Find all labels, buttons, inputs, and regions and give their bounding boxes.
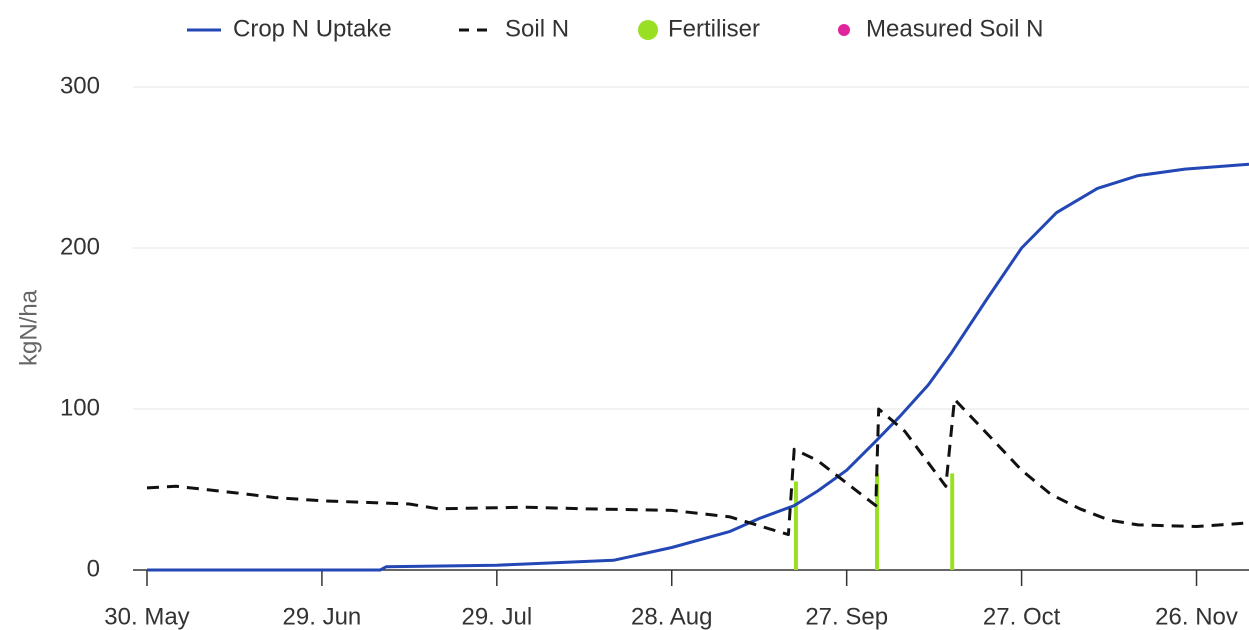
fertiliser-bar xyxy=(875,473,879,570)
x-tick-label: 27. Sep xyxy=(805,603,888,630)
legend-symbol xyxy=(638,20,658,40)
y-tick-label: 100 xyxy=(60,394,100,421)
legend-label: Crop N Uptake xyxy=(233,15,392,42)
series-line xyxy=(146,397,1244,537)
y-tick-label: 200 xyxy=(60,233,100,260)
legend-symbol xyxy=(838,24,850,36)
legend-label: Soil N xyxy=(505,15,569,42)
y-tick-label: 0 xyxy=(87,555,100,582)
x-tick-label: 29. Jun xyxy=(283,603,362,630)
legend-label: Fertiliser xyxy=(668,15,760,42)
y-tick-label: 300 xyxy=(60,72,100,99)
y-axis-label: kgN/ha xyxy=(15,289,42,366)
legend-label: Measured Soil N xyxy=(866,15,1043,42)
x-tick-label: 28. Aug xyxy=(631,603,712,630)
fertiliser-bar xyxy=(950,473,955,570)
series-line xyxy=(147,162,1249,572)
fertiliser-bar xyxy=(793,481,798,570)
legend: Crop N Uptake Soil N Fertiliser Measured So… xyxy=(187,15,1043,42)
x-tick-label: 27. Oct xyxy=(983,603,1061,630)
x-tick-label: 30. May xyxy=(104,603,189,630)
x-tick-label: 29. Jul xyxy=(461,603,532,630)
x-tick-label: 26. Nov xyxy=(1155,603,1238,630)
